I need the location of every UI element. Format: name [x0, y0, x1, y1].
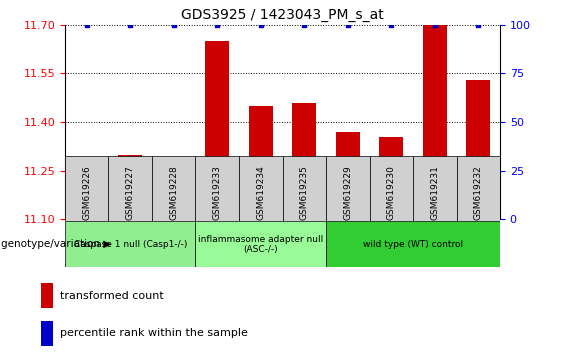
Bar — [282, 156, 326, 221]
Text: GSM619228: GSM619228 — [170, 166, 178, 220]
Bar — [162, 203, 186, 219]
Point — [82, 22, 92, 28]
Bar — [195, 156, 239, 221]
Bar — [326, 221, 500, 267]
Text: GSM619229: GSM619229 — [344, 166, 352, 220]
Bar — [292, 103, 316, 219]
Text: GSM619235: GSM619235 — [300, 166, 308, 221]
Bar — [152, 156, 195, 221]
Point — [125, 22, 134, 28]
Bar — [457, 156, 500, 221]
Text: GSM619234: GSM619234 — [257, 166, 265, 220]
Text: percentile rank within the sample: percentile rank within the sample — [60, 328, 248, 338]
Text: Caspase 1 null (Casp1-/-): Caspase 1 null (Casp1-/-) — [73, 240, 187, 249]
Bar — [65, 156, 108, 221]
Bar — [413, 156, 457, 221]
Bar — [370, 156, 413, 221]
Bar — [41, 321, 53, 346]
Text: wild type (WT) control: wild type (WT) control — [363, 240, 463, 249]
Text: GSM619230: GSM619230 — [387, 166, 396, 221]
Point — [299, 22, 308, 28]
Text: GSM619226: GSM619226 — [82, 166, 91, 220]
Text: GSM619227: GSM619227 — [126, 166, 134, 220]
Point — [343, 22, 352, 28]
Bar — [466, 80, 490, 219]
Bar — [326, 156, 370, 221]
Bar — [108, 156, 152, 221]
Bar — [336, 132, 360, 219]
Bar — [239, 156, 282, 221]
Text: inflammasome adapter null
(ASC-/-): inflammasome adapter null (ASC-/-) — [198, 235, 323, 254]
Text: GSM619233: GSM619233 — [213, 166, 221, 221]
Bar — [41, 283, 53, 308]
Point — [256, 22, 265, 28]
Point — [430, 22, 439, 28]
Bar — [118, 155, 142, 219]
Point — [386, 22, 396, 28]
Bar — [75, 167, 99, 219]
Point — [473, 22, 483, 28]
Point — [169, 22, 178, 28]
Point — [212, 22, 221, 28]
Bar — [249, 106, 273, 219]
Text: genotype/variation ▶: genotype/variation ▶ — [1, 239, 111, 249]
Bar — [205, 41, 229, 219]
Title: GDS3925 / 1423043_PM_s_at: GDS3925 / 1423043_PM_s_at — [181, 8, 384, 22]
Bar — [379, 137, 403, 219]
Text: transformed count: transformed count — [60, 291, 164, 301]
Bar — [65, 221, 195, 267]
Text: GSM619232: GSM619232 — [474, 166, 483, 220]
Bar — [195, 221, 326, 267]
Bar — [423, 25, 447, 219]
Text: GSM619231: GSM619231 — [431, 166, 439, 221]
